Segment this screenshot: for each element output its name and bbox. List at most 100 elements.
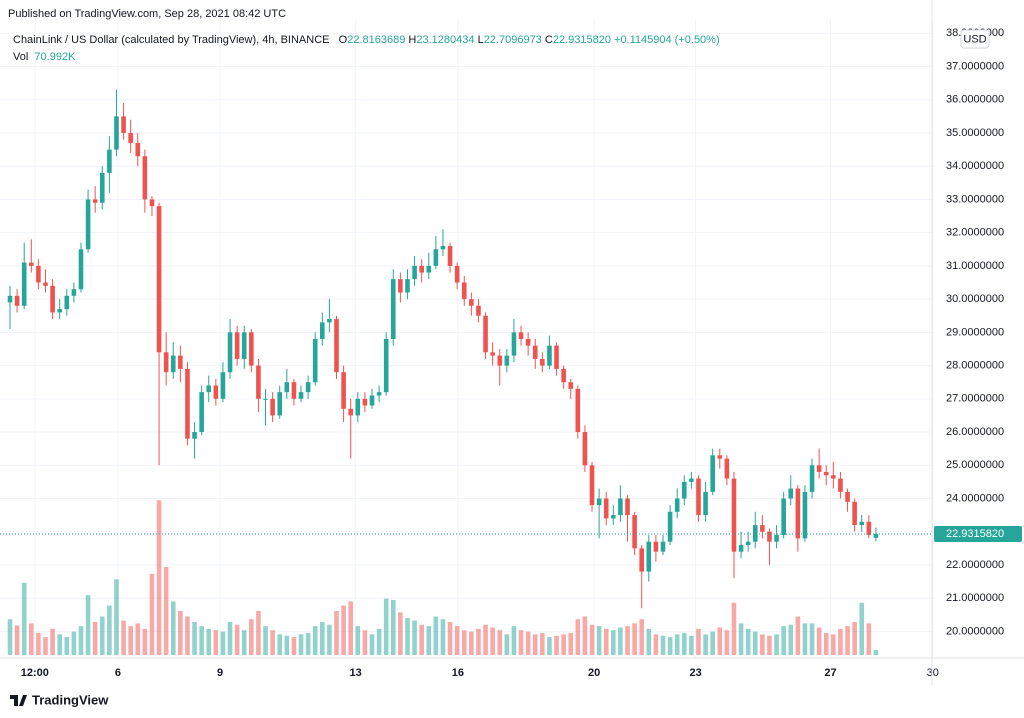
volume-bar <box>823 633 829 655</box>
volume-bar <box>298 634 304 655</box>
y-tick-label: 35.0000000 <box>946 127 1004 139</box>
candle-body <box>121 116 126 133</box>
candle-body <box>341 372 346 409</box>
volume-bar <box>78 626 84 655</box>
candle-body <box>625 498 630 516</box>
volume-bar <box>163 567 169 655</box>
volume-bar <box>36 633 41 655</box>
x-tick-label: 30 <box>927 667 939 679</box>
symbol-title: ChainLink / US Dollar (calculated by Tra… <box>13 34 330 46</box>
candle-body <box>156 206 162 353</box>
volume-bar <box>21 582 27 655</box>
volume-bar <box>603 628 609 655</box>
y-tick-label: 26.0000000 <box>946 426 1004 438</box>
volume-bar <box>305 633 311 655</box>
volume-bar <box>724 630 730 655</box>
candle-body <box>603 498 609 519</box>
volume-bar <box>767 635 772 655</box>
volume-bar <box>99 616 105 655</box>
candle-body <box>412 265 417 280</box>
candle-body <box>554 345 559 369</box>
candle-body <box>50 285 55 313</box>
candle-body <box>639 548 645 572</box>
candle-body <box>774 535 779 542</box>
candle-body <box>696 478 701 516</box>
candle-body <box>823 471 829 476</box>
x-tick-label: 13 <box>350 667 362 679</box>
candle-body <box>163 352 169 373</box>
y-tick-label: 25.0000000 <box>946 459 1004 471</box>
candle-body <box>838 478 843 492</box>
volume-bar <box>121 620 126 655</box>
candle-body <box>398 279 403 293</box>
brand-logo <box>10 695 27 706</box>
l-letter: L <box>477 34 484 46</box>
o-letter: O <box>338 34 348 46</box>
candle-body <box>57 309 62 313</box>
candle-body <box>348 408 353 416</box>
o-value: 22.8163689 <box>347 34 406 46</box>
candle-body <box>185 368 190 439</box>
candle-body <box>667 511 673 542</box>
candle-body <box>816 465 822 472</box>
x-tick-label: 12:00 <box>21 667 49 679</box>
candle-body <box>674 498 680 512</box>
volume-bar <box>476 628 481 655</box>
volume-bar <box>440 619 446 655</box>
candle-body <box>866 521 872 536</box>
x-tick-label: 20 <box>588 667 600 679</box>
volume-bar <box>866 623 872 655</box>
candle-body <box>767 531 772 542</box>
legend-line: ChainLink / US Dollar (calculated by Tra… <box>13 34 720 46</box>
volume-bar <box>788 624 794 655</box>
candle-body <box>568 382 574 389</box>
volume-bar <box>802 623 808 655</box>
candle-body <box>731 478 737 552</box>
volume-bar <box>540 633 545 655</box>
candle-body <box>611 515 616 519</box>
candle-body <box>447 245 453 266</box>
volume-bar <box>398 612 403 655</box>
candle-body <box>114 116 119 150</box>
volume-bar <box>454 626 460 655</box>
volume-bar <box>376 628 382 655</box>
last-price-box <box>934 526 1022 543</box>
candle-body <box>320 322 325 339</box>
volume-legend: Vol 70.992K <box>13 51 75 63</box>
volume-bar <box>426 626 432 655</box>
candle-body <box>249 332 254 366</box>
candle-body <box>99 172 105 203</box>
candle-body <box>738 545 744 552</box>
candle-body <box>802 491 808 539</box>
volume-bar <box>383 598 389 655</box>
candle-body <box>92 199 98 203</box>
volume-bar <box>731 602 737 655</box>
candle-body <box>390 279 396 339</box>
volume-bar <box>213 630 219 655</box>
volume-bar <box>92 622 98 655</box>
volume-bar <box>469 631 474 655</box>
candle-body <box>291 382 297 399</box>
candle-body <box>263 398 268 400</box>
candle-body <box>490 352 495 356</box>
volume-bar <box>419 624 424 655</box>
candle-body <box>582 432 588 466</box>
volume-bar <box>390 600 396 655</box>
candle-body <box>128 132 133 143</box>
volume-bar <box>256 611 261 655</box>
candle-body <box>589 465 595 506</box>
candle-body <box>461 282 467 300</box>
candle-body <box>760 525 765 532</box>
volume-bar <box>554 635 559 655</box>
volume-bar <box>135 623 141 655</box>
volume-bar <box>71 631 77 655</box>
candle-body <box>873 534 879 538</box>
volume-bar <box>568 633 574 655</box>
volume-bar <box>831 634 836 655</box>
candle-body <box>426 265 432 273</box>
candle-body <box>7 295 13 303</box>
candle-body <box>135 142 141 157</box>
volume-bar <box>348 601 353 655</box>
volume-bar <box>717 627 723 655</box>
volume-bar <box>575 619 581 655</box>
